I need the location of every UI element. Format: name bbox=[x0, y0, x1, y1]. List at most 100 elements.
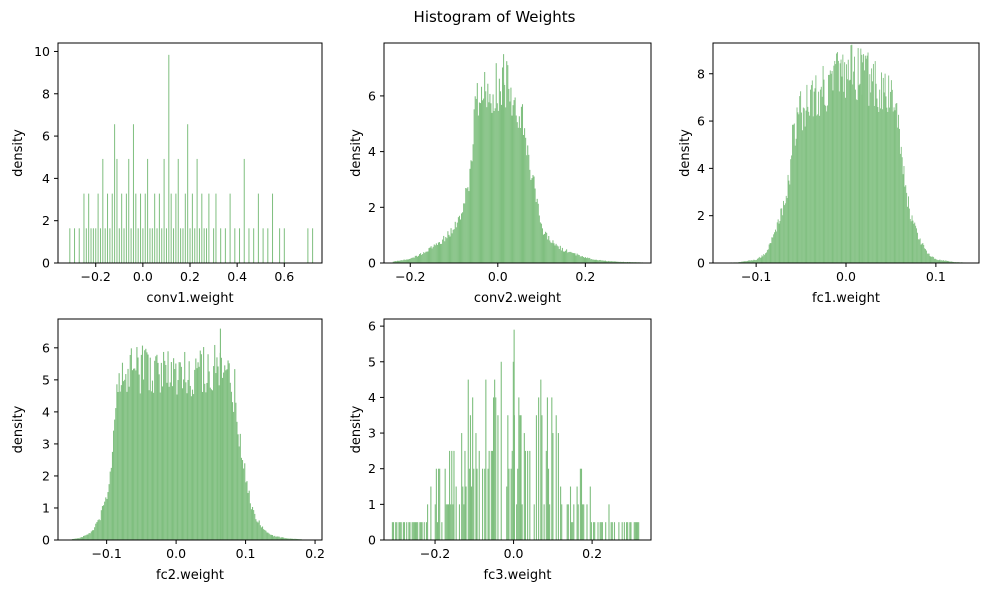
histogram-bar bbox=[194, 228, 196, 263]
histogram-bar bbox=[845, 97, 846, 264]
histogram-bar bbox=[742, 261, 744, 263]
histogram-bar bbox=[191, 389, 194, 540]
histogram-bar bbox=[393, 261, 395, 263]
histogram-bar bbox=[804, 126, 806, 263]
histogram-bar bbox=[240, 457, 242, 540]
histogram-bar bbox=[861, 54, 863, 263]
histogram-bar bbox=[944, 260, 946, 263]
histogram-bar bbox=[391, 522, 393, 540]
histogram-bar bbox=[771, 237, 773, 263]
histogram-bar bbox=[154, 360, 156, 540]
x-tick-label: 0.2 bbox=[305, 546, 325, 561]
histogram-bar bbox=[538, 397, 540, 540]
histogram-bar bbox=[811, 80, 813, 263]
histogram-bar bbox=[621, 261, 623, 263]
histogram-bar bbox=[923, 244, 925, 263]
histogram-bar bbox=[758, 256, 760, 263]
histogram-bar bbox=[784, 203, 786, 263]
histogram-bar bbox=[87, 534, 89, 540]
histogram-bar bbox=[841, 76, 843, 263]
histogram-bar bbox=[915, 225, 917, 263]
histogram-bar bbox=[182, 228, 184, 263]
histogram-bar bbox=[933, 257, 935, 263]
histogram-bar bbox=[775, 229, 776, 263]
histogram-bar bbox=[809, 115, 811, 263]
histogram-bar bbox=[630, 522, 632, 540]
histogram-bar bbox=[490, 450, 492, 540]
histogram-bar bbox=[828, 74, 829, 263]
histogram-bar bbox=[196, 368, 198, 540]
histogram-bar bbox=[135, 370, 137, 540]
histogram-bar bbox=[403, 522, 406, 540]
x-tick-label: −0.1 bbox=[741, 269, 771, 284]
histogram-bar bbox=[508, 88, 510, 263]
histogram-bar bbox=[400, 522, 402, 540]
histogram-bar bbox=[605, 522, 607, 540]
histogram-bar bbox=[546, 232, 548, 263]
histogram-bar bbox=[599, 259, 601, 263]
histogram-bar bbox=[518, 397, 520, 540]
histogram-bar bbox=[234, 228, 236, 263]
y-tick-label: 6 bbox=[697, 114, 705, 129]
histogram-bar bbox=[489, 93, 491, 263]
histogram-bar bbox=[145, 348, 147, 540]
histogram-bar bbox=[880, 108, 882, 263]
histogram-bar bbox=[286, 538, 288, 540]
histogram-bar bbox=[567, 252, 569, 263]
histogram-bar bbox=[912, 220, 914, 263]
histogram-bar bbox=[952, 261, 954, 263]
histogram-bar bbox=[472, 397, 474, 540]
histogram-bar bbox=[588, 258, 590, 263]
histogram-bar bbox=[257, 193, 259, 263]
histogram-bar bbox=[610, 261, 612, 263]
histogram-bar bbox=[237, 434, 239, 540]
x-tick-label: 0.0 bbox=[488, 269, 508, 284]
histogram-bar bbox=[220, 228, 222, 263]
y-axis-label: density bbox=[349, 129, 364, 177]
histogram-bar bbox=[507, 415, 509, 540]
histogram-bar bbox=[209, 387, 211, 540]
y-tick-label: 6 bbox=[42, 340, 50, 355]
histogram-bar bbox=[456, 222, 458, 263]
histogram-bar bbox=[903, 166, 905, 263]
histogram-bar bbox=[430, 246, 432, 263]
y-tick-label: 0 bbox=[697, 256, 705, 271]
y-tick-label: 4 bbox=[368, 144, 376, 159]
histogram-bar bbox=[471, 486, 473, 540]
histogram-bar bbox=[562, 251, 564, 263]
histogram-bar bbox=[781, 208, 783, 263]
histogram-bar bbox=[594, 260, 596, 263]
histogram-bar bbox=[521, 104, 524, 263]
histogram-bar bbox=[824, 104, 826, 263]
histogram-bar bbox=[611, 261, 613, 263]
histogram-bar bbox=[251, 506, 254, 540]
histogram-bar bbox=[533, 176, 535, 263]
histogram-bar bbox=[470, 160, 472, 263]
histogram-bar bbox=[97, 520, 99, 540]
histogram-bar bbox=[579, 468, 581, 540]
histogram-bar bbox=[113, 430, 115, 540]
histogram-bar bbox=[608, 504, 610, 540]
histogram-bar bbox=[459, 219, 462, 263]
histogram-bar bbox=[492, 397, 495, 540]
histogram-bar bbox=[633, 522, 635, 540]
histogram-bar bbox=[417, 255, 420, 263]
histogram-bar bbox=[462, 486, 464, 540]
histogram-bar bbox=[515, 115, 517, 263]
histogram-bar bbox=[879, 89, 881, 263]
histogram-bar bbox=[942, 260, 944, 263]
histogram-bar bbox=[260, 527, 262, 540]
histogram-bar bbox=[592, 259, 594, 263]
histogram-bar bbox=[555, 415, 557, 540]
histogram-bar bbox=[572, 253, 574, 263]
histogram-bars bbox=[71, 328, 302, 540]
histogram-bar bbox=[510, 468, 512, 540]
histogram-bar bbox=[230, 391, 232, 540]
histogram-bar bbox=[910, 221, 912, 263]
histogram-bar bbox=[757, 258, 758, 263]
histogram-bar bbox=[593, 522, 595, 540]
histogram-bar bbox=[449, 236, 451, 263]
y-tick-label: 6 bbox=[42, 129, 50, 144]
histogram-bar bbox=[94, 527, 96, 540]
histogram-bar bbox=[149, 357, 151, 540]
